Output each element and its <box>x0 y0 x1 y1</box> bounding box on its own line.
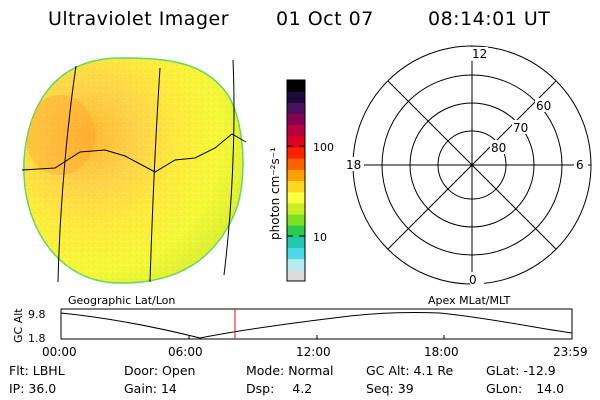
altitude-xtick-2: 12:00 <box>296 345 331 359</box>
colorbar-cell <box>287 158 305 170</box>
info-ip: IP: 36.0 <box>9 381 57 396</box>
apex-label: Apex MLat/MLT <box>428 294 511 307</box>
info-glon: GLon: 14.0 <box>486 381 565 396</box>
altitude-ylabel: GC Alt <box>12 308 25 343</box>
colorbar-cell <box>287 91 305 103</box>
colorbar-cell <box>287 191 305 204</box>
geographic-grid <box>21 59 247 283</box>
colorbar-unit-label: photon cm⁻²s⁻¹ <box>268 147 282 240</box>
colorbar-cell <box>287 202 305 215</box>
time-label: 08:14:01 UT <box>428 8 551 30</box>
info-seq: Seq: 39 <box>366 381 414 396</box>
info-gain: Gain: 14 <box>124 381 177 396</box>
date-label: 01 Oct 07 <box>276 8 374 30</box>
altitude-xtick-3: 18:00 <box>424 345 459 359</box>
altitude-plot: GC Alt 9.8 1.8 00:00 06:00 12:00 18:00 2… <box>12 308 588 359</box>
lat-label-60: 60 <box>536 99 551 113</box>
altitude-ytick-low: 1.8 <box>28 332 46 345</box>
colorbar-cell <box>287 225 305 237</box>
altitude-xtick-1: 06:00 <box>168 345 203 359</box>
colorbar-cell <box>287 258 305 271</box>
colorbar-tick-10: 10 <box>313 231 327 244</box>
colorbar-cell <box>287 135 305 148</box>
altitude-xtick-0: 00:00 <box>42 345 77 359</box>
colorbar-cell <box>287 247 305 260</box>
info-glat: GLat: -12.9 <box>486 363 556 378</box>
altitude-ytick-high: 9.8 <box>28 308 46 321</box>
info-mode: Mode: Normal <box>246 363 334 378</box>
colorbar-cell <box>287 180 305 193</box>
colorbar-cell <box>287 214 305 226</box>
colorbar-cell <box>287 269 305 282</box>
mlt-label-18: 18 <box>346 158 361 172</box>
colorbar-cell <box>287 80 305 92</box>
info-filter: Flt: LBHL <box>9 363 65 378</box>
mlt-label-0: 0 <box>469 273 477 287</box>
lat-label-80: 80 <box>491 141 506 155</box>
colorbar-tick-100: 100 <box>313 141 334 154</box>
colorbar-cell <box>287 124 305 137</box>
mlt-label-12: 12 <box>472 47 487 61</box>
altitude-xtick-4: 23:59 <box>553 345 588 359</box>
lat-label-70: 70 <box>513 121 528 135</box>
colorbar-cell <box>287 147 305 159</box>
uv-disk-image <box>23 57 244 284</box>
colorbar-cell <box>287 102 305 114</box>
info-gc-alt: GC Alt: 4.1 Re <box>366 363 454 378</box>
colorbar-cell <box>287 113 305 126</box>
colorbar-cell <box>287 236 305 248</box>
polar-grid <box>352 45 592 285</box>
colorbar: 100 10 photon cm⁻²s⁻¹ <box>268 79 334 282</box>
info-dsp: Dsp: 4.2 <box>246 381 313 396</box>
colorbar-cell <box>287 169 305 181</box>
geographic-label: Geographic Lat/Lon <box>68 294 175 307</box>
info-door: Door: Open <box>124 363 196 378</box>
colorbar-cells <box>287 80 305 282</box>
page-title: Ultraviolet Imager <box>48 8 230 30</box>
mlt-label-6: 6 <box>576 158 584 172</box>
